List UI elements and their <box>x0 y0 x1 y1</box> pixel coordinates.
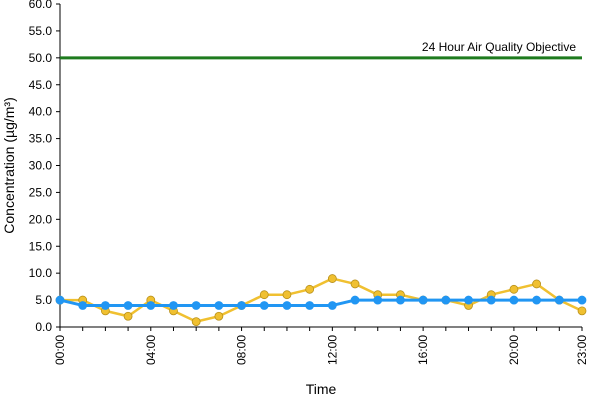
data-point <box>327 301 337 310</box>
data-point <box>282 301 292 310</box>
data-point <box>509 295 519 305</box>
series-group <box>55 274 587 327</box>
y-tick-label: 55.0 <box>29 24 53 38</box>
data-point <box>373 295 383 305</box>
y-tick-label: 60.0 <box>29 0 53 11</box>
x-tick-label: 04:00 <box>144 335 158 365</box>
data-point <box>305 301 315 310</box>
data-point <box>100 301 110 310</box>
data-point <box>532 279 542 289</box>
data-point <box>554 295 564 305</box>
y-tick-label: 50.0 <box>29 51 53 65</box>
data-point <box>418 295 428 305</box>
data-point <box>123 311 133 321</box>
x-axis-title: Time <box>306 381 337 397</box>
x-tick-label: 20:00 <box>507 335 521 365</box>
data-point <box>305 284 315 294</box>
series-line <box>59 298 582 307</box>
data-point <box>146 301 156 310</box>
data-point <box>237 301 246 310</box>
y-axis-title: Concentration (µg/m³) <box>1 97 17 233</box>
air-quality-objective-label: 24 Hour Air Quality Objective <box>422 40 576 54</box>
data-point <box>191 317 201 327</box>
axes: 0.0 5.0 10.0 15.0 20.0 25.0 30.0 35.0 40.0 45.0 50… <box>29 0 589 365</box>
data-point <box>486 295 496 305</box>
y-tick-label: 35.0 <box>29 132 53 146</box>
series-blue <box>55 295 587 310</box>
data-point <box>169 301 178 310</box>
data-point <box>214 311 224 321</box>
data-point <box>327 274 337 283</box>
y-tick-label: 40.0 <box>29 105 53 119</box>
x-tick-label: 23:00 <box>575 335 589 365</box>
x-tick-label: 00:00 <box>53 335 67 365</box>
data-point <box>577 306 587 316</box>
data-point <box>509 284 519 294</box>
y-tick-label: 0.0 <box>35 320 52 334</box>
x-tick-label: 08:00 <box>235 335 249 365</box>
data-point <box>78 301 88 310</box>
y-tick-label: 20.0 <box>29 212 53 226</box>
y-tick-label: 5.0 <box>35 293 52 307</box>
data-point <box>259 290 269 300</box>
x-tick-label: 12:00 <box>325 335 339 365</box>
data-point <box>191 301 201 310</box>
data-point <box>123 301 133 310</box>
data-point <box>577 295 587 305</box>
data-point <box>464 295 473 305</box>
data-point <box>350 279 360 289</box>
x-tick-label: 16:00 <box>416 335 430 365</box>
data-point <box>350 295 360 305</box>
data-point <box>532 295 542 305</box>
reference-line-group: 24 Hour Air Quality Objective <box>60 40 582 60</box>
data-point <box>441 295 451 305</box>
y-tick-label: 30.0 <box>29 159 53 173</box>
y-tick-label: 15.0 <box>29 239 53 253</box>
data-point <box>55 295 65 305</box>
data-point <box>282 290 292 300</box>
y-tick-label: 10.0 <box>29 266 53 280</box>
y-tick-label: 45.0 <box>29 78 53 92</box>
y-tick-label: 25.0 <box>29 185 53 199</box>
data-point <box>214 301 224 310</box>
data-point <box>396 295 405 305</box>
data-point <box>259 301 269 310</box>
